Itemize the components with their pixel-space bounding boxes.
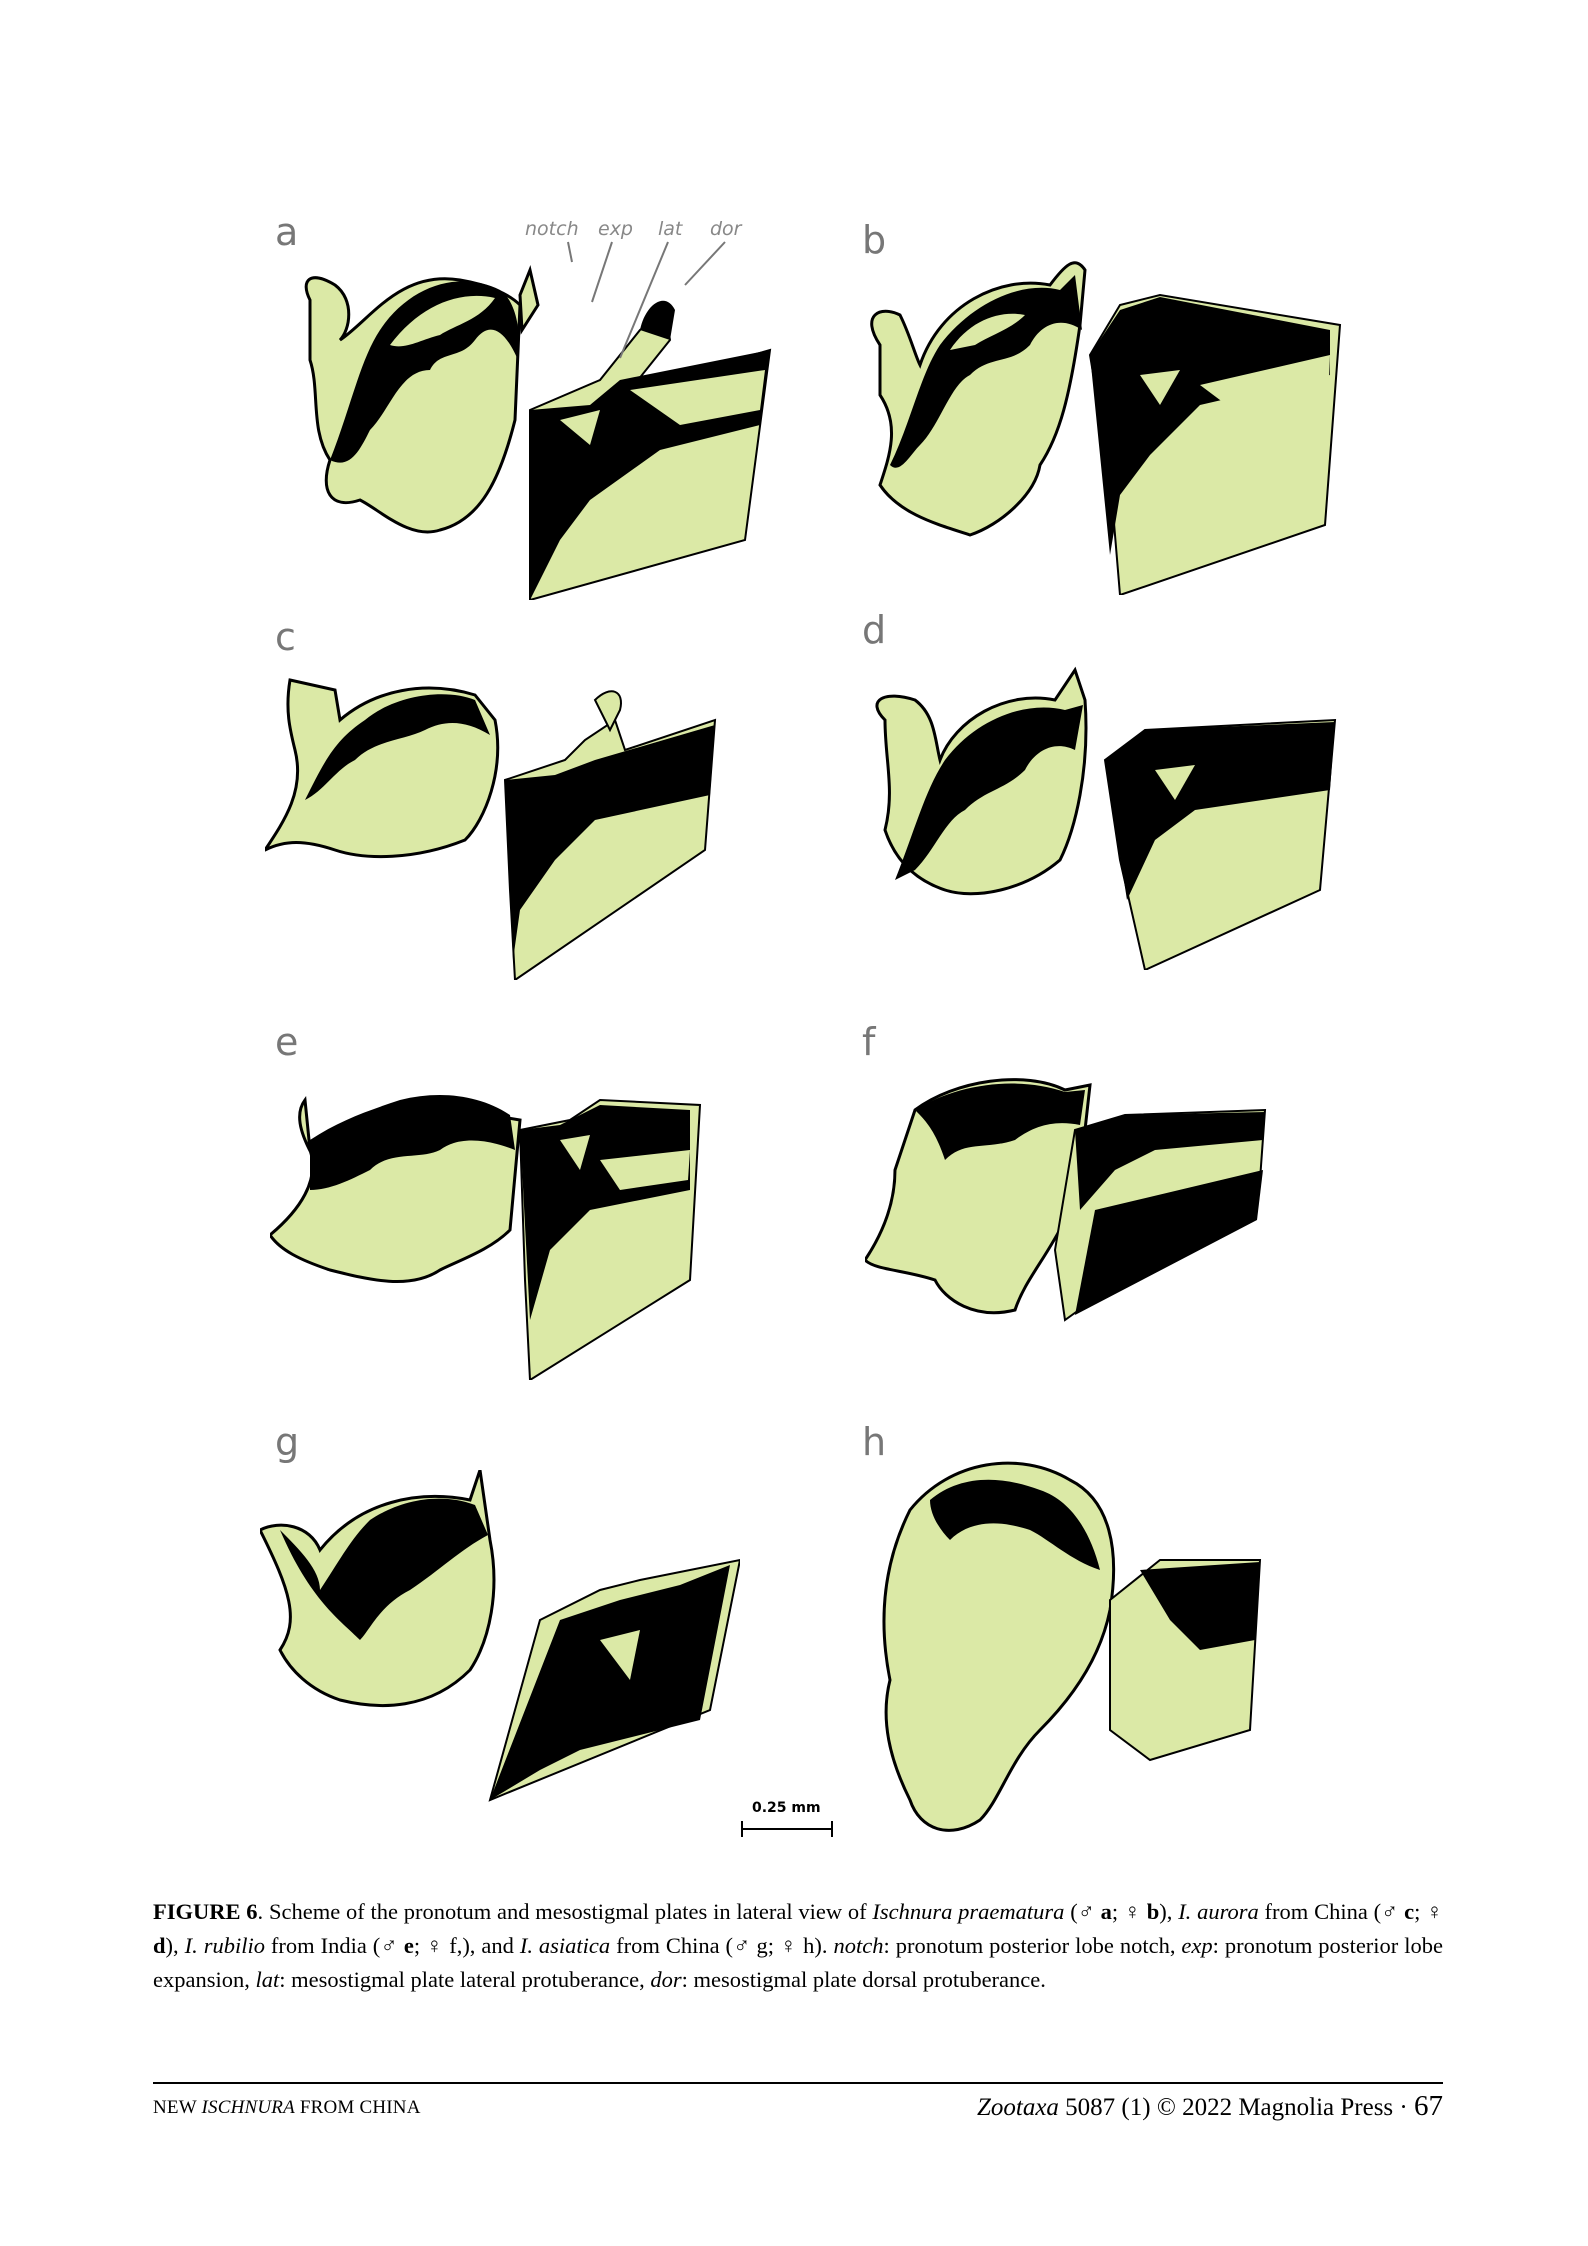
caption-text: : mesostigmal plate dorsal protuberance.: [681, 1967, 1046, 1992]
panel-ref: b: [1146, 1899, 1160, 1924]
species-name: I. aurora: [1178, 1899, 1259, 1924]
caption-text: ),: [165, 1933, 185, 1958]
drawing-b: [870, 261, 1342, 595]
caption-text: from China (♂: [1258, 1899, 1405, 1924]
panel-letter-b: b: [862, 218, 887, 262]
caption-text: from India (♂: [264, 1933, 404, 1958]
figure-label: FIGURE 6: [153, 1899, 258, 1924]
scale-bar-line: [741, 1821, 833, 1837]
panel-letter-d: d: [862, 608, 887, 652]
scale-bar: 0.25 mm: [740, 1800, 840, 1840]
caption-text: : mesostigmal plate lateral protuberance…: [279, 1967, 651, 1992]
drawing-d: [875, 666, 1337, 970]
panel-ref: e: [403, 1933, 414, 1958]
caption-text: . Scheme of the pronotum and mesostigmal…: [257, 1899, 873, 1924]
caption-text: ; ♀ f,), and: [413, 1933, 520, 1958]
panel-letter-g: g: [275, 1420, 300, 1464]
running-title-suffix: FROM CHINA: [294, 2097, 421, 2118]
term: exp: [1181, 1933, 1213, 1958]
figure-6: a b c d e f g h notch exp lat dor: [260, 210, 1342, 1840]
running-title: NEW ISCHNURA FROM CHINA: [153, 2097, 421, 2119]
figure-caption: FIGURE 6. Scheme of the pronotum and mes…: [153, 1895, 1443, 1997]
journal-name: Zootaxa: [976, 2094, 1059, 2121]
panel-letter-h: h: [862, 1420, 887, 1464]
drawing-h: [882, 1461, 1262, 1832]
species-name: I. rubilio: [184, 1933, 265, 1958]
journal-citation: Zootaxa 5087 (1) © 2022 Magnolia Press ·…: [977, 2090, 1443, 2123]
panel-letter-c: c: [275, 615, 296, 659]
caption-text: ; ♀: [1414, 1899, 1443, 1924]
panel-ref: d: [153, 1933, 166, 1958]
page-number: 67: [1414, 2090, 1443, 2122]
separator: ·: [1393, 2094, 1414, 2121]
panel-letter-f: f: [862, 1020, 876, 1064]
caption-text: : pronotum posterior lobe notch,: [883, 1933, 1182, 1958]
drawing-a: [304, 264, 772, 600]
panel-letter-e: e: [275, 1020, 299, 1064]
callout-dor: dor: [710, 218, 743, 240]
term: dor: [650, 1967, 682, 1992]
term: notch: [833, 1933, 884, 1958]
caption-text: ),: [1159, 1899, 1179, 1924]
panel-letter-a: a: [275, 210, 299, 254]
drawing-f: [865, 1078, 1267, 1322]
drawing-c: [265, 678, 717, 980]
caption-text: ; ♀: [1111, 1899, 1147, 1924]
species-name: I. asiatica: [519, 1933, 611, 1958]
running-title-genus: ISCHNURA: [201, 2097, 295, 2118]
running-title-prefix: NEW: [153, 2097, 202, 2118]
term: lat: [255, 1967, 280, 1992]
drawing-e: [270, 1095, 702, 1380]
panel-ref: c: [1404, 1899, 1415, 1924]
callout-exp: exp: [598, 218, 633, 240]
caption-text: (♂: [1064, 1899, 1101, 1924]
drawing-g: [260, 1470, 740, 1802]
panel-ref: a: [1100, 1899, 1112, 1924]
caption-text: : pronotum posterior lobe expansion,: [153, 1933, 1443, 1992]
citation-text: 5087 (1) © 2022 Magnolia Press: [1058, 2094, 1394, 2121]
footer-rule: [153, 2082, 1443, 2084]
callout-notch: notch: [525, 218, 579, 240]
caption-text: from China (♂ g; ♀ h).: [610, 1933, 834, 1958]
callout-labels: notch exp lat dor: [525, 218, 743, 359]
callout-lat: lat: [658, 218, 684, 240]
scale-bar-label: 0.25 mm: [752, 1800, 821, 1816]
species-name: Ischnura praematura: [872, 1899, 1065, 1924]
